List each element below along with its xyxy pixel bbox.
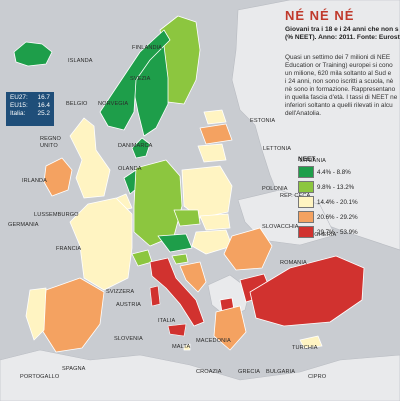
land-russia <box>231 0 400 251</box>
legend-swatch <box>298 181 314 193</box>
label-lussemburgo: LUSSEMBURGO <box>34 212 79 218</box>
country-lettonia <box>199 123 233 145</box>
country-slovacchia <box>199 213 231 231</box>
label-turchia: TURCHIA <box>292 345 318 351</box>
label-croazia: CROAZIA <box>196 369 222 375</box>
description-text: Quasi un settimo dei 7 milioni di NEE Ed… <box>285 54 398 117</box>
legend-item: 20.6% - 29.2% <box>298 211 358 223</box>
country-polonia <box>181 165 233 219</box>
legend: NEET 4.4% - 8.8% 9.8% - 13.2% 14.4% - 20… <box>298 156 358 241</box>
label-grecia: GRECIA <box>238 369 261 375</box>
label-macedonia: MACEDONIA <box>196 338 231 344</box>
page-title: NÉ NÉ NÉ <box>285 8 355 23</box>
country-spagna <box>41 277 105 353</box>
country-regno-unito <box>69 117 111 199</box>
legend-swatch <box>298 166 314 178</box>
country-lituania <box>197 143 227 163</box>
country-rep-ceca <box>173 209 201 227</box>
country-svizzera <box>131 249 153 267</box>
label-malta: MALTA <box>172 344 191 350</box>
country-croazia <box>179 261 207 293</box>
country-grecia <box>213 305 247 351</box>
country-ungheria <box>191 229 233 255</box>
country-estonia <box>203 109 227 125</box>
legend-swatch <box>298 211 314 223</box>
label-germania: GERMANIA <box>8 222 39 228</box>
country-turchia <box>249 255 365 327</box>
country-austria <box>157 233 193 253</box>
country-malta <box>183 343 191 351</box>
label-spagna: SPAGNA <box>62 366 86 372</box>
legend-item: 4.4% - 8.8% <box>298 166 358 178</box>
label-francia: FRANCIA <box>56 246 82 252</box>
label-svezia: SVEZIA <box>130 76 151 82</box>
label-lettonia: LETTONIA <box>263 146 292 152</box>
legend-item: 14.4% - 20.1% <box>298 196 358 208</box>
legend-swatch <box>298 226 314 238</box>
label-portogallo: PORTOGALLO <box>20 374 60 380</box>
sardinia <box>149 285 161 307</box>
label-estonia: ESTONIA <box>250 118 276 124</box>
eu-stats-box: EU27: 16.7 EU15: 16.4 Italia: 25.2 <box>6 92 54 126</box>
label-regno-unito: REGNO UNITO <box>40 136 62 149</box>
label-irlanda: IRLANDA <box>22 178 47 184</box>
land-africa <box>0 349 400 401</box>
label-rep-ceca: REP. CECA <box>280 193 311 199</box>
country-francia <box>69 197 133 291</box>
label-cipro: CIPRO <box>308 374 327 380</box>
country-norvegia <box>99 29 171 131</box>
legend-item: 29.7% - 53.9% <box>298 226 358 238</box>
legend-swatch <box>298 196 314 208</box>
country-slovenia <box>171 253 189 265</box>
label-bulgaria: BULGARIA <box>266 369 296 375</box>
country-romania <box>223 227 273 271</box>
label-belgio: BELGIO <box>66 101 88 107</box>
country-irlanda <box>43 157 73 197</box>
country-portogallo <box>25 287 47 341</box>
sicily <box>167 323 187 337</box>
label-romania: ROMANIA <box>280 260 307 266</box>
label-slovenia: SLOVENIA <box>114 336 143 342</box>
country-germania <box>133 159 183 247</box>
label-polonia: POLONIA <box>262 186 288 192</box>
label-italia: ITALIA <box>158 318 176 324</box>
country-islanda <box>13 41 53 67</box>
country-cipro <box>299 335 323 349</box>
label-danimarca: DANIMARCA <box>118 143 153 149</box>
label-norvegia: NORVEGIA <box>98 101 129 107</box>
legend-title: NEET <box>298 156 316 163</box>
label-finlandia: FINLANDIA <box>132 45 163 51</box>
label-ungheria: UNGHERIA <box>306 232 337 238</box>
label-svizzera: SVIZZERA <box>106 289 135 295</box>
label-olanda: OLANDA <box>118 166 142 172</box>
label-austria: AUSTRIA <box>116 302 141 308</box>
legend-item: 9.8% - 13.2% <box>298 181 358 193</box>
subtitle: Giovani tra i 18 e i 24 anni che non s (… <box>285 26 400 41</box>
label-slovacchia: SLOVACCHIA <box>262 224 299 230</box>
country-danimarca <box>131 137 151 159</box>
label-lituania: LITUANIA <box>300 158 326 164</box>
country-italia <box>149 257 205 327</box>
label-islanda: ISLANDA <box>68 58 93 64</box>
